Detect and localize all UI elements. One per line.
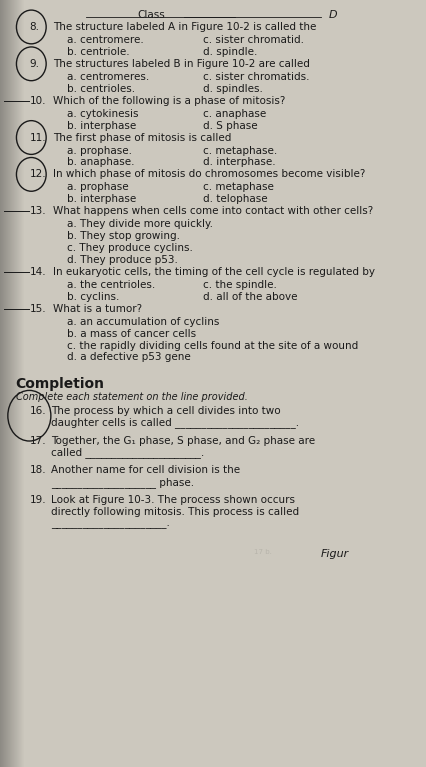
Text: a. prophase: a. prophase bbox=[66, 183, 128, 193]
Text: c. metaphase: c. metaphase bbox=[203, 183, 273, 193]
Text: Look at Figure 10-3. The process shown occurs: Look at Figure 10-3. The process shown o… bbox=[51, 495, 294, 505]
Text: b. They stop growing.: b. They stop growing. bbox=[66, 231, 179, 241]
Text: The structures labeled B in Figure 10-2 are called: The structures labeled B in Figure 10-2 … bbox=[53, 59, 309, 69]
Text: The process by which a cell divides into two: The process by which a cell divides into… bbox=[51, 406, 280, 416]
Text: d. a defective p53 gene: d. a defective p53 gene bbox=[66, 353, 190, 363]
Text: b. centrioles.: b. centrioles. bbox=[66, 84, 134, 94]
Text: a. cytokinesis: a. cytokinesis bbox=[66, 109, 138, 119]
Text: Complete each statement on the line provided.: Complete each statement on the line prov… bbox=[16, 392, 247, 402]
Text: b. interphase: b. interphase bbox=[66, 120, 135, 130]
Text: b. interphase: b. interphase bbox=[66, 194, 135, 204]
Text: b. centriole.: b. centriole. bbox=[66, 47, 129, 57]
Text: 9.: 9. bbox=[29, 59, 39, 69]
Text: c. sister chromatids.: c. sister chromatids. bbox=[203, 72, 309, 82]
Text: What happens when cells come into contact with other cells?: What happens when cells come into contac… bbox=[53, 206, 372, 216]
Text: In which phase of mitosis do chromosomes become visible?: In which phase of mitosis do chromosomes… bbox=[53, 170, 364, 179]
Text: d. interphase.: d. interphase. bbox=[203, 157, 276, 167]
Text: 8.: 8. bbox=[29, 22, 39, 32]
Text: Completion: Completion bbox=[16, 377, 104, 390]
Text: c. They produce cyclins.: c. They produce cyclins. bbox=[66, 243, 192, 253]
Text: The first phase of mitosis is called: The first phase of mitosis is called bbox=[53, 133, 230, 143]
Text: daughter cells is called _______________________.: daughter cells is called _______________… bbox=[51, 417, 298, 428]
Text: a. centromeres.: a. centromeres. bbox=[66, 72, 148, 82]
Text: Together, the G₁ phase, S phase, and G₂ phase are: Together, the G₁ phase, S phase, and G₂ … bbox=[51, 436, 314, 446]
Text: ______________________.: ______________________. bbox=[51, 519, 170, 529]
Text: d. all of the above: d. all of the above bbox=[203, 291, 297, 302]
Text: d. They produce p53.: d. They produce p53. bbox=[66, 255, 177, 265]
Text: 12.: 12. bbox=[29, 170, 46, 179]
Text: D: D bbox=[328, 10, 337, 20]
Text: Figur: Figur bbox=[320, 548, 348, 558]
Text: a. centromere.: a. centromere. bbox=[66, 35, 143, 45]
Text: c. the spindle.: c. the spindle. bbox=[203, 280, 276, 290]
Text: 19.: 19. bbox=[29, 495, 46, 505]
Text: Another name for cell division is the: Another name for cell division is the bbox=[51, 466, 239, 476]
Text: c. anaphase: c. anaphase bbox=[203, 109, 266, 119]
Text: What is a tumor?: What is a tumor? bbox=[53, 304, 141, 314]
Text: b. anaphase.: b. anaphase. bbox=[66, 157, 134, 167]
Text: 14.: 14. bbox=[29, 267, 46, 277]
Text: directly following mitosis. This process is called: directly following mitosis. This process… bbox=[51, 507, 298, 517]
Text: d. spindle.: d. spindle. bbox=[203, 47, 257, 57]
Text: c. the rapidly dividing cells found at the site of a wound: c. the rapidly dividing cells found at t… bbox=[66, 341, 357, 351]
Text: d. spindles.: d. spindles. bbox=[203, 84, 263, 94]
Text: d. S phase: d. S phase bbox=[203, 120, 257, 130]
Text: a. an accumulation of cyclins: a. an accumulation of cyclins bbox=[66, 317, 219, 327]
Text: b. a mass of cancer cells: b. a mass of cancer cells bbox=[66, 329, 195, 339]
Text: 10.: 10. bbox=[29, 96, 46, 106]
Text: c. sister chromatid.: c. sister chromatid. bbox=[203, 35, 304, 45]
Text: 18.: 18. bbox=[29, 466, 46, 476]
Text: c. metaphase.: c. metaphase. bbox=[203, 146, 277, 156]
Text: d. telophase: d. telophase bbox=[203, 194, 268, 204]
Text: a. the centrioles.: a. the centrioles. bbox=[66, 280, 154, 290]
Text: called ______________________.: called ______________________. bbox=[51, 447, 204, 458]
Text: 15.: 15. bbox=[29, 304, 46, 314]
Text: 17.: 17. bbox=[29, 436, 46, 446]
Text: b. cyclins.: b. cyclins. bbox=[66, 291, 118, 302]
Text: ____________________ phase.: ____________________ phase. bbox=[51, 477, 193, 488]
Text: 16.: 16. bbox=[29, 406, 46, 416]
Text: 13.: 13. bbox=[29, 206, 46, 216]
Text: a. They divide more quickly.: a. They divide more quickly. bbox=[66, 219, 212, 229]
Text: 11.: 11. bbox=[29, 133, 46, 143]
Text: a. prophase.: a. prophase. bbox=[66, 146, 131, 156]
Text: Class: Class bbox=[137, 10, 164, 20]
Text: In eukaryotic cells, the timing of the cell cycle is regulated by: In eukaryotic cells, the timing of the c… bbox=[53, 267, 374, 277]
Text: The structure labeled A in Figure 10-2 is called the: The structure labeled A in Figure 10-2 i… bbox=[53, 22, 316, 32]
Text: Which of the following is a phase of mitosis?: Which of the following is a phase of mit… bbox=[53, 96, 285, 106]
Text: 17 b.: 17 b. bbox=[254, 549, 271, 555]
